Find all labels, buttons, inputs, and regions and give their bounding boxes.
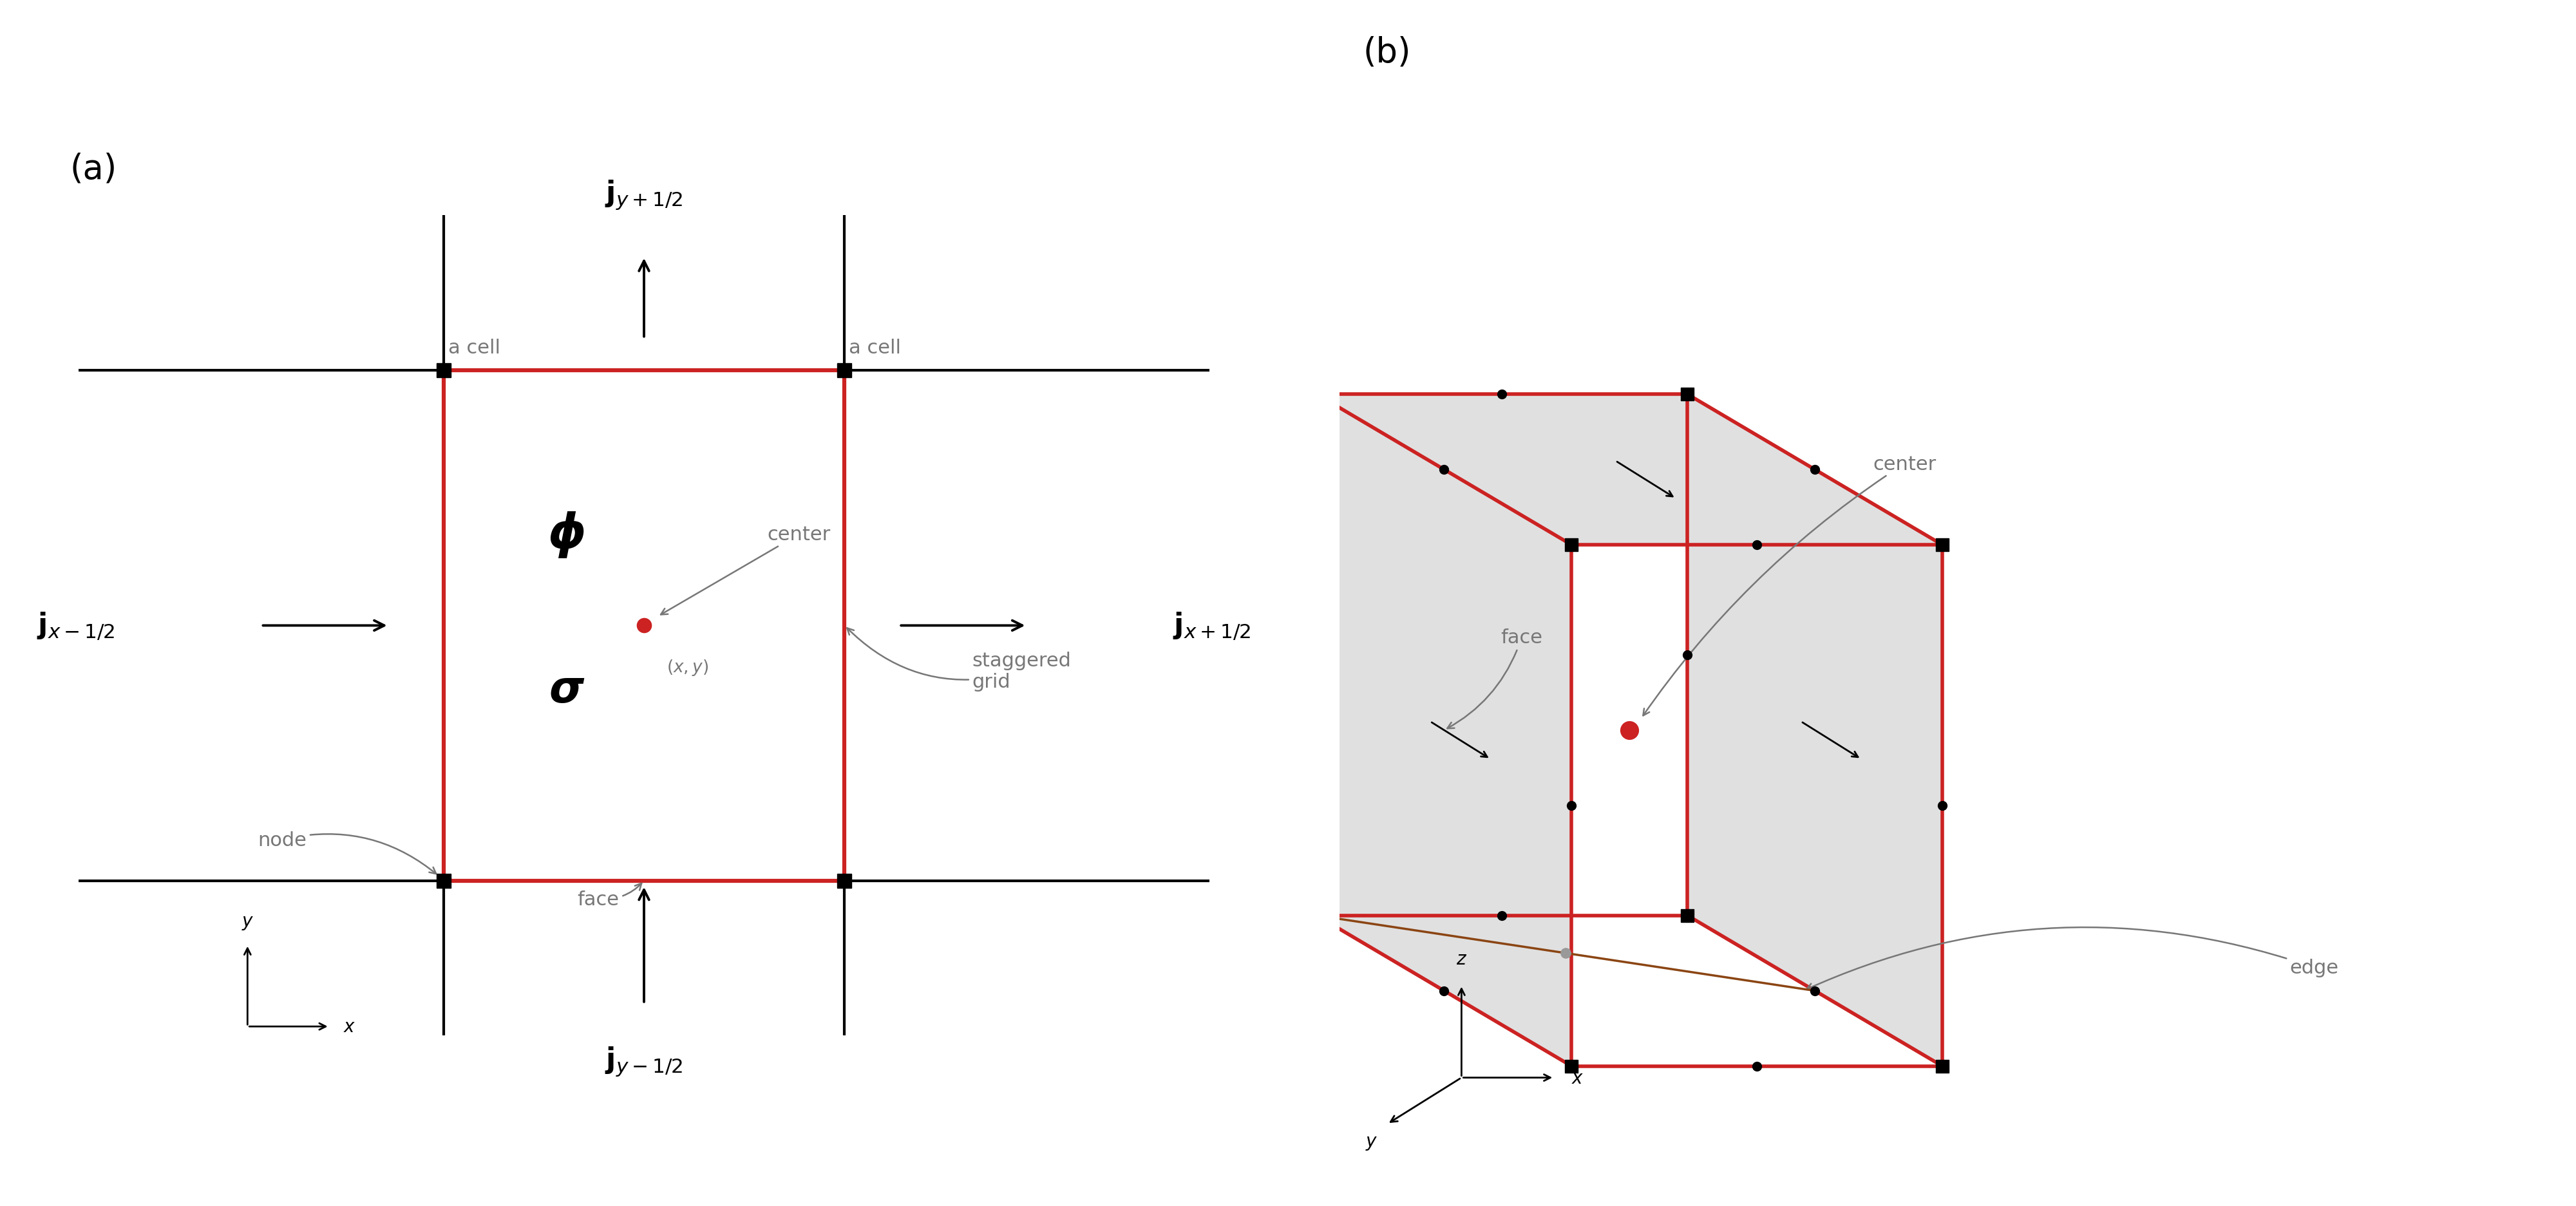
Text: $(x, y)$: $(x, y)$: [667, 657, 708, 677]
Text: $\mathbf{j}_{x-1/2}$: $\mathbf{j}_{x-1/2}$: [36, 610, 116, 642]
Polygon shape: [1687, 394, 1942, 1066]
Text: node: node: [258, 831, 435, 874]
Text: edge: edge: [1806, 927, 2339, 990]
Text: $z$: $z$: [1455, 949, 1466, 967]
Text: $y$: $y$: [1365, 1134, 1378, 1152]
Text: center: center: [1643, 455, 1937, 716]
Text: $\mathbf{j}_{x+1/2}$: $\mathbf{j}_{x+1/2}$: [1172, 610, 1252, 642]
Text: $x$: $x$: [1571, 1069, 1584, 1087]
Text: center: center: [662, 526, 829, 615]
Text: staggered
grid: staggered grid: [848, 628, 1072, 691]
Text: $x$: $x$: [343, 1018, 355, 1036]
Text: a cell: a cell: [850, 339, 902, 357]
Text: a cell: a cell: [448, 339, 500, 357]
Text: $\mathbf{j}_{y-1/2}$: $\mathbf{j}_{y-1/2}$: [605, 1044, 683, 1077]
Polygon shape: [1316, 394, 1942, 545]
Text: $\boldsymbol{\sigma}$: $\boldsymbol{\sigma}$: [549, 668, 585, 712]
Text: $y$: $y$: [242, 913, 255, 931]
Text: $\mathbf{j}_{y+1/2}$: $\mathbf{j}_{y+1/2}$: [605, 178, 683, 211]
Text: face: face: [1448, 628, 1543, 728]
Text: face: face: [577, 884, 641, 908]
Text: (a): (a): [70, 152, 116, 186]
Polygon shape: [1316, 394, 1571, 1066]
Text: $\boldsymbol{\phi}$: $\boldsymbol{\phi}$: [549, 510, 585, 560]
Text: (b): (b): [1363, 36, 1412, 69]
